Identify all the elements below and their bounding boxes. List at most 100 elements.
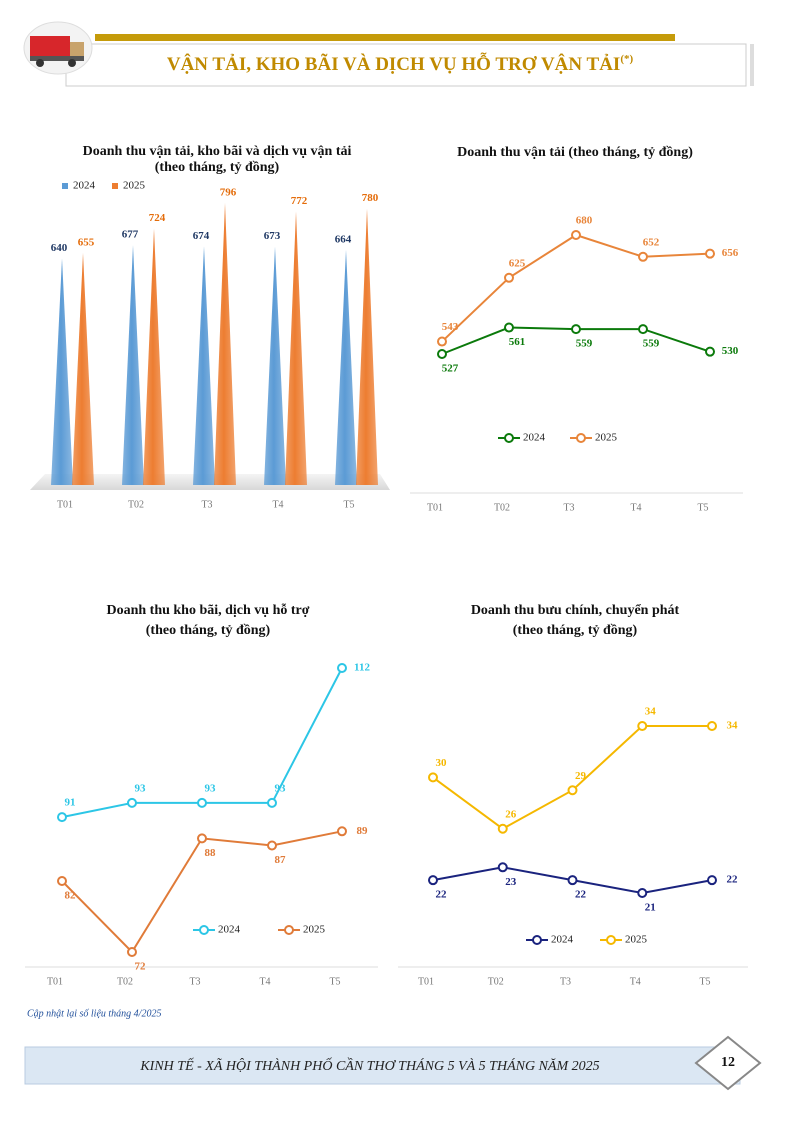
data-label: 674 [193,230,210,242]
marker [638,324,648,335]
cone-bar [335,249,357,485]
series-line [432,725,712,830]
data-label: 91 [65,797,76,809]
marker [497,862,508,873]
x-tick-label: T02 [494,502,510,513]
legend-marker [284,925,294,935]
marker [337,663,347,673]
legend-marker [199,925,209,935]
data-label: 29 [575,770,587,782]
data-label: 655 [78,236,95,248]
marker [504,272,514,283]
legend-label: 2025 [303,924,326,936]
chart: Doanh thu vận tải (theo tháng, tỷ đồng) T… [427,145,739,513]
data-label: 625 [509,257,526,269]
x-tick-label: T4 [272,499,283,510]
marker [707,721,717,731]
marker [57,876,67,886]
x-tick-label: T3 [189,976,200,987]
cone-bar [193,246,215,485]
x-tick-label: T4 [630,976,641,987]
data-label: 21 [645,902,656,914]
x-tick-label: T01 [418,976,434,987]
x-tick-label: T02 [128,499,144,510]
chart-subtitle: (theo tháng, tỷ đồng) [146,623,271,638]
data-label: 89 [357,825,369,837]
cone-bar [285,211,307,486]
marker [705,248,715,259]
marker [637,721,648,731]
legend-label: 2025 [595,432,618,444]
title-text: VẬN TẢI, KHO BÃI VÀ DỊCH VỤ HỖ TRỢ VẬN T… [167,53,620,75]
legend-label: 2024 [523,432,546,444]
data-label: 640 [51,242,68,254]
series-line [61,667,343,819]
data-label: 26 [505,808,517,820]
chart-subtitle: (theo tháng, tỷ đồng) [155,160,280,175]
data-label: 652 [643,236,660,248]
page-title: VẬN TẢI, KHO BÃI VÀ DỊCH VỤ HỖ TRỢ VẬN T… [167,53,634,76]
data-label: 530 [722,345,739,357]
cone-bar [122,245,144,485]
x-tick-label: T4 [630,502,641,513]
marker [571,230,581,240]
marker [504,322,514,333]
page-badge [694,1035,762,1091]
cone-bar [214,203,236,485]
data-label: 93 [275,782,287,794]
data-label: 34 [727,720,739,732]
marker [127,947,137,957]
legend-marker [576,433,586,443]
data-label: 673 [264,230,281,242]
legend-label: 2024 [218,924,241,936]
cone-bar [356,208,378,485]
chart: Doanh thu vận tải, kho bãi và dịch vụ vậ… [51,144,379,510]
cone-bar [72,252,94,485]
chart: Doanh thu bưu chính, chuyển phát (theo th… [418,603,738,987]
marker [428,875,438,886]
data-label: 772 [291,195,308,207]
chart: Doanh thu kho bãi, dịch vụ hỗ trợ (theo t… [47,602,370,987]
chart-title: Doanh thu vận tải (theo tháng, tỷ đồng) [457,145,693,160]
data-label: 30 [436,757,448,769]
data-label: 22 [727,874,739,886]
data-label: 88 [205,847,217,859]
data-label: 22 [575,889,587,901]
legend-label: 2024 [73,180,96,192]
data-label: 87 [275,854,287,866]
data-label: 23 [505,876,517,888]
x-tick-label: T4 [259,976,270,987]
chart-title: Doanh thu vận tải, kho bãi và dịch vụ vậ… [83,144,352,159]
x-tick-label: T3 [201,499,212,510]
data-label: 561 [509,336,526,348]
marker [638,251,648,262]
marker [497,823,508,834]
header-bar [95,34,675,41]
data-label: 656 [722,247,739,259]
cone-bar [143,228,165,485]
header-box [65,43,747,87]
x-tick-label: T02 [488,976,504,987]
data-label: 680 [576,215,593,227]
marker [437,336,447,347]
marker [571,324,581,335]
marker [705,346,715,357]
header-edge [750,44,754,86]
legend-label: 2025 [123,180,146,192]
marker [567,785,578,796]
marker [57,812,67,823]
legend-swatch [112,183,118,189]
data-label: 559 [643,338,660,350]
data-label: 780 [362,192,379,204]
x-tick-label: T5 [343,499,354,510]
data-label: 93 [205,782,217,794]
data-label: 22 [436,889,448,901]
marker [567,875,578,886]
marker [267,840,277,851]
legend-marker [606,935,616,945]
data-label: 112 [354,662,370,674]
title-sup: (*) [620,53,633,65]
charts: Doanh thu vận tải, kho bãi và dịch vụ vậ… [47,144,739,987]
data-label: 664 [335,233,352,245]
